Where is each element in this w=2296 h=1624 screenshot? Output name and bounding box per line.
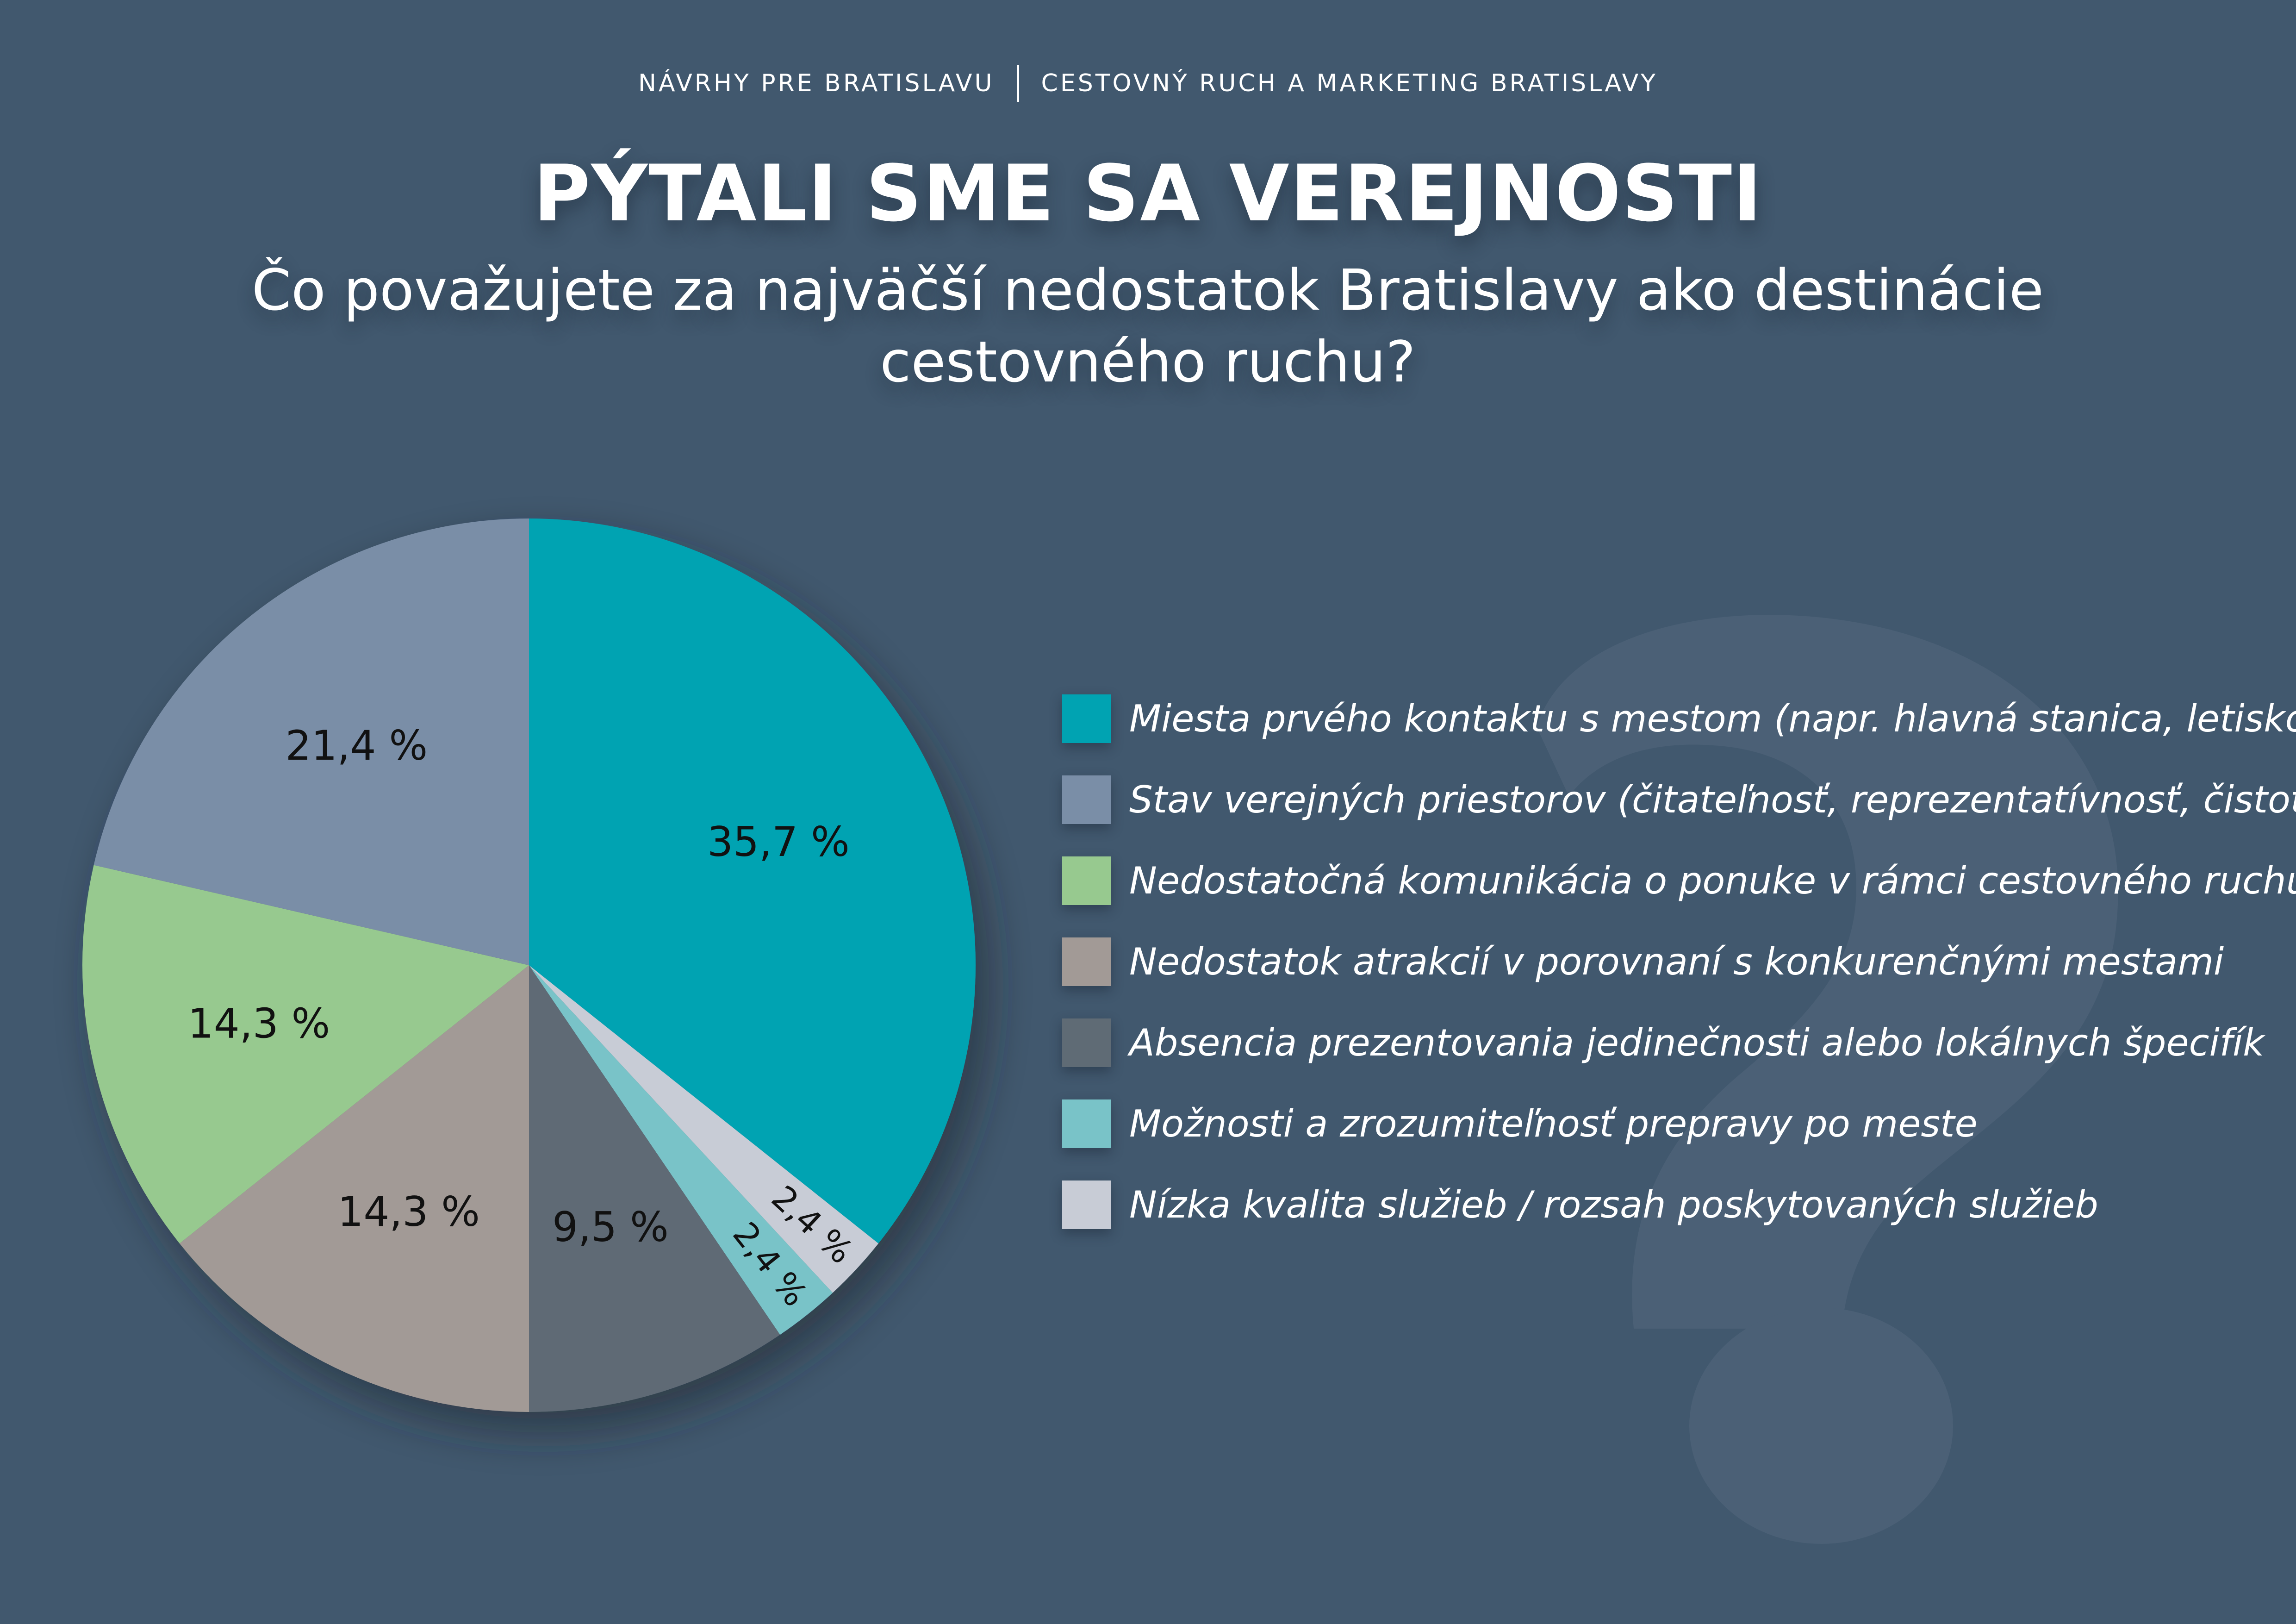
- legend-swatch: [1062, 775, 1111, 824]
- slice-value-label-5: 14,3 %: [188, 999, 330, 1047]
- pie-slice-4: [179, 965, 529, 1412]
- legend-swatch: [1062, 694, 1111, 743]
- header-right-text: CESTOVNÝ RUCH A MARKETING BRATISLAVY: [1041, 69, 1658, 97]
- legend-label: Absencia prezentovania jedinečnosti aleb…: [1129, 1021, 2265, 1064]
- slice-value-label-3: 9,5 %: [552, 1203, 669, 1251]
- pie-slice-6: [93, 518, 529, 965]
- legend-label: Nízka kvalita služieb / rozsah poskytova…: [1129, 1183, 2098, 1226]
- legend-item: Nedostatok atrakcií v porovnaní s konkur…: [1062, 937, 2265, 986]
- chart-legend: Miesta prvého kontaktu s mestom (napr. h…: [1062, 694, 2296, 1262]
- pie-slice-2: [529, 965, 833, 1335]
- legend-item: Nedostatočná komunikácia o ponuke v rámc…: [1062, 856, 2296, 905]
- legend-item: Nízka kvalita služieb / rozsah poskytova…: [1062, 1181, 2265, 1229]
- legend-swatch: [1062, 1099, 1111, 1148]
- legend-item: Absencia prezentovania jedinečnosti aleb…: [1062, 1018, 2265, 1067]
- legend-label: Miesta prvého kontaktu s mestom (napr. h…: [1129, 697, 2296, 740]
- legend-label: Nedostatok atrakcií v porovnaní s konkur…: [1129, 940, 2224, 983]
- legend-item: Miesta prvého kontaktu s mestom (napr. h…: [1062, 694, 2296, 743]
- header-left-text: NÁVRHY PRE BRATISLAVU: [638, 69, 995, 97]
- slice-value-label-6: 21,4 %: [286, 722, 428, 769]
- legend-label: Stav verejných priestorov (čitateľnosť, …: [1129, 778, 2296, 821]
- header-breadcrumb: NÁVRHY PRE BRATISLAVU CESTOVNÝ RUCH A MA…: [0, 65, 2296, 102]
- pie-slice-1: [529, 965, 879, 1293]
- page-title: PÝTALI SME SA VEREJNOSTI: [533, 148, 1763, 239]
- survey-question: Čo považujete za najväčší nedostatok Bra…: [251, 257, 2044, 395]
- legend-swatch: [1062, 856, 1111, 905]
- legend-item: Stav verejných priestorov (čitateľnosť, …: [1062, 775, 2296, 824]
- legend-swatch: [1062, 1181, 1111, 1229]
- legend-item: Možnosti a zrozumiteľnosť prepravy po me…: [1062, 1099, 2265, 1148]
- legend-label: Nedostatočná komunikácia o ponuke v rámc…: [1129, 859, 2296, 902]
- pie-slice-0: [529, 518, 976, 1243]
- slice-value-label-4: 14,3 %: [337, 1188, 480, 1236]
- legend-label: Možnosti a zrozumiteľnosť prepravy po me…: [1129, 1102, 1978, 1145]
- legend-swatch: [1062, 1018, 1111, 1067]
- header-divider: [1016, 65, 1019, 102]
- pie-slice-3: [529, 965, 780, 1412]
- pie-slice-5: [82, 865, 529, 1243]
- slice-value-label-0: 35,7 %: [707, 818, 850, 866]
- legend-swatch: [1062, 937, 1111, 986]
